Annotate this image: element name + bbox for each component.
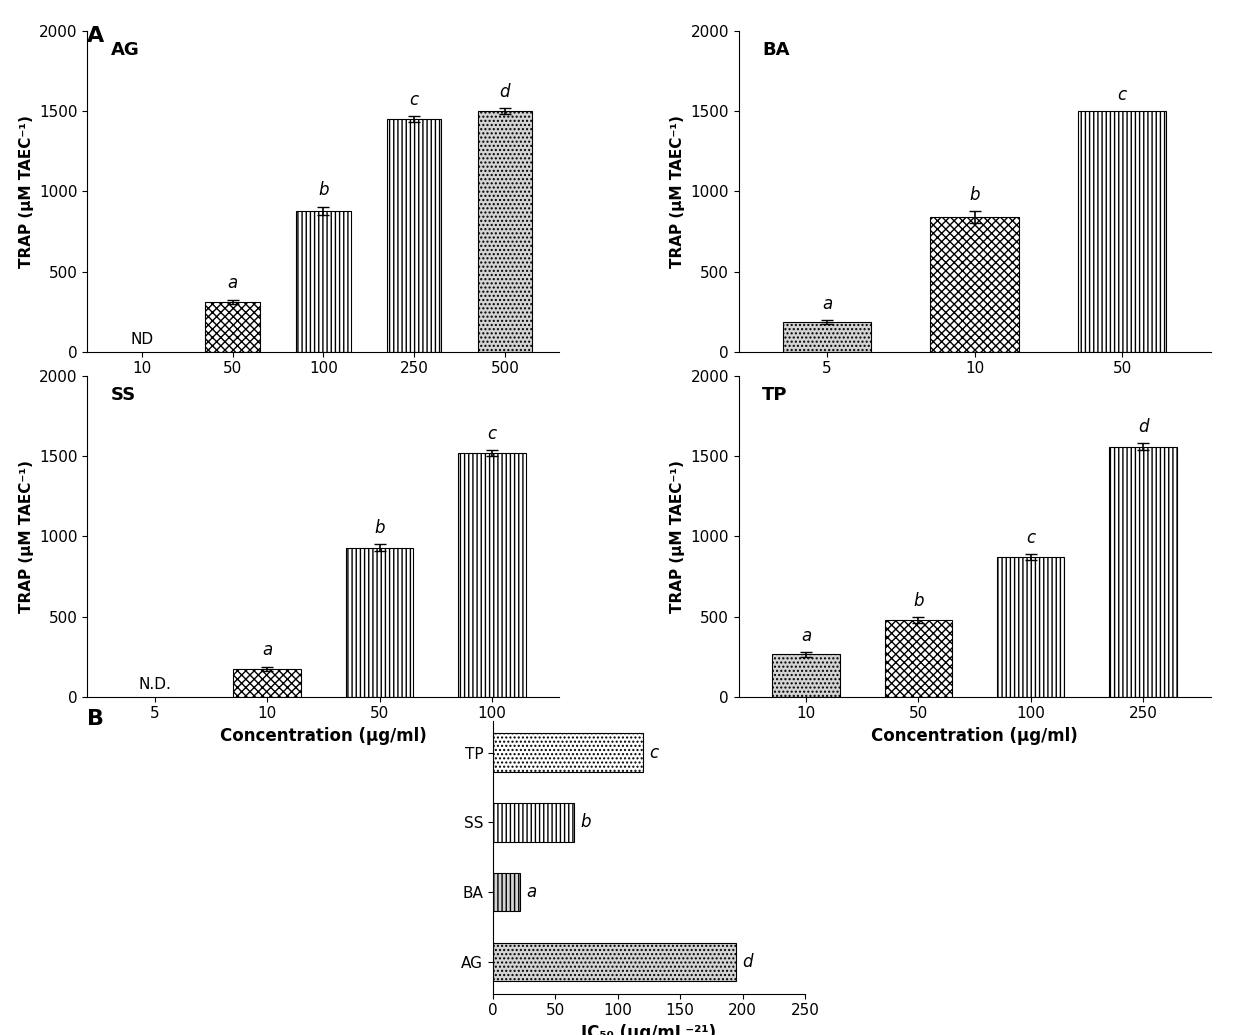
Text: b: b [914,592,924,610]
Text: ND: ND [130,332,154,347]
Bar [782,322,871,352]
Text: a: a [262,642,272,659]
Text: b: b [580,814,590,831]
Text: BA: BA [763,40,790,59]
Text: SS: SS [111,386,136,404]
Text: c: c [409,91,418,109]
Bar [233,669,301,697]
Text: a: a [801,626,811,645]
X-axis label: IC₅₀ (μg/mL⁻²¹): IC₅₀ (μg/mL⁻²¹) [582,1024,716,1035]
Bar [478,111,532,352]
X-axis label: Concentration (μg/ml): Concentration (μg/ml) [220,382,427,400]
Bar [387,119,442,352]
X-axis label: Concentration (μg/ml): Concentration (μg/ml) [871,382,1078,400]
Text: c: c [1026,529,1036,546]
Text: B: B [87,709,105,729]
Text: d: d [499,83,510,101]
Y-axis label: TRAP (μM TAEC⁻¹): TRAP (μM TAEC⁻¹) [19,460,34,613]
Text: A: A [87,26,105,46]
Text: b: b [318,181,328,200]
Text: TP: TP [763,386,787,404]
Text: a: a [527,883,537,901]
Y-axis label: TRAP (μM TAEC⁻¹): TRAP (μM TAEC⁻¹) [670,115,685,268]
Bar [493,943,736,981]
Bar [206,302,260,352]
Bar [296,210,351,352]
Y-axis label: TRAP (μM TAEC⁻¹): TRAP (μM TAEC⁻¹) [19,115,34,268]
Text: b: b [970,186,980,204]
Text: b: b [374,520,384,537]
Bar [1078,111,1167,352]
Bar [885,620,952,697]
Y-axis label: TRAP (μM TAEC⁻¹): TRAP (μM TAEC⁻¹) [670,460,685,613]
Text: c: c [487,425,497,443]
Bar [1109,446,1177,697]
X-axis label: Concentration (μg/ml): Concentration (μg/ml) [220,727,427,745]
X-axis label: Concentration (μg/ml): Concentration (μg/ml) [871,727,1078,745]
Text: d: d [1138,418,1148,436]
Bar [930,217,1018,352]
Text: N.D.: N.D. [139,677,171,691]
Text: c: c [649,743,658,762]
Text: d: d [743,953,753,971]
Bar [493,874,520,912]
Bar [458,453,525,697]
Bar [493,803,574,841]
Bar [773,654,840,697]
Bar [346,548,413,697]
Text: AG: AG [111,40,140,59]
Text: c: c [1117,86,1127,104]
Text: a: a [822,295,832,314]
Bar [493,734,643,772]
Text: a: a [227,274,237,292]
Bar [997,557,1065,697]
